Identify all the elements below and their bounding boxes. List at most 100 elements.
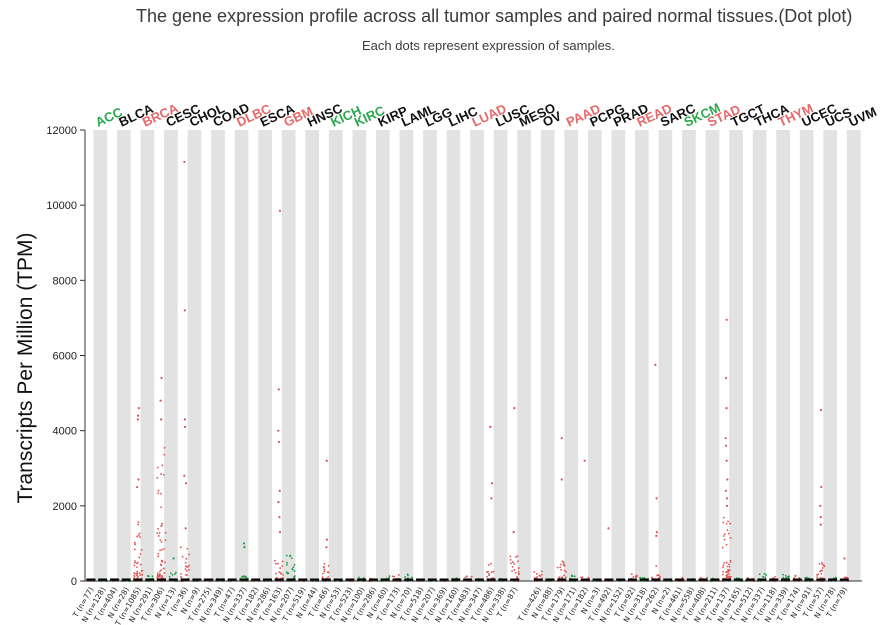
sample-dot [563,569,566,572]
sample-dot [281,577,284,579]
sample-dot [163,572,166,574]
column-band [352,130,367,581]
sample-dot [729,536,732,539]
sample-dot [397,573,400,576]
column-band [517,130,531,581]
sample-dot [488,574,490,577]
sample-dot [728,573,730,576]
sample-dot [728,569,731,572]
sample-dot [722,566,724,569]
outlier-dot [725,318,728,321]
sample-dot [285,554,288,557]
sample-dot [321,572,324,575]
sample-dot [561,560,564,563]
sample-dot [160,525,163,528]
sample-dot [804,576,807,579]
sample-dot [515,556,517,559]
outlier-dot [560,478,563,481]
sample-dot [186,547,189,550]
sample-dot [159,539,162,541]
column-band [635,130,649,581]
outlier-dot [490,497,493,500]
sample-dot [564,576,567,579]
sample-dot [723,538,726,541]
y-tick-label: 4000 [53,426,77,438]
outlier-dot [277,388,280,391]
sample-dot [185,570,188,572]
y-tick-label: 12000 [46,125,77,137]
sample-dot [845,576,847,579]
sample-dot [763,572,766,575]
sample-dot [327,571,330,574]
sample-dot [163,547,165,550]
sample-dot [725,543,728,546]
sample-dot [518,567,520,569]
sample-dot [722,521,725,524]
sample-dot [133,541,136,544]
outlier-dot [583,459,586,462]
column-band [729,130,743,581]
sample-dot [784,574,787,577]
sample-dot [323,562,326,565]
sample-dot [188,568,190,571]
sample-dot [722,535,725,537]
outlier-dot [172,557,175,560]
sample-dot [187,565,189,568]
sample-dot [509,558,512,561]
column-band [658,130,673,581]
cancer-label-layer: ACCBLCABRCACESCCHOLCOADDLBCESCAGBMHNSCKI… [93,100,879,130]
outlier-dot [183,309,186,312]
sample-dot [728,565,731,568]
sample-dot [157,535,160,537]
sample-dot [540,573,543,576]
sample-dot [560,563,562,566]
sample-dot [573,575,576,578]
sample-dot [180,576,182,578]
column-band [281,130,296,581]
sample-dot [292,566,295,569]
sample-dot [327,576,330,578]
sample-dot [133,574,136,577]
outlier-dot [184,482,188,485]
sample-dot [823,565,826,568]
sample-dot [274,572,277,575]
sample-dot [136,562,138,565]
sample-dot [138,572,141,575]
sample-dot [175,571,177,574]
sample-dot [156,532,159,535]
outlier-dot [183,160,186,164]
outlier-dot [725,407,728,410]
sample-dot [517,560,519,563]
sample-dot [151,575,154,578]
outlier-dot [513,407,516,410]
sample-dot [681,576,684,579]
sample-dot [281,560,284,563]
sample-dot [323,570,326,573]
cancer-label: UVM [846,104,879,130]
sample-dot [136,535,139,538]
sample-dot [580,576,582,579]
sample-dot [404,576,407,578]
column-band [258,130,272,581]
column-band [564,130,579,581]
outlier-dot [160,376,163,380]
sample-dot [782,573,784,576]
sample-dot [658,574,660,577]
sample-dot [139,563,142,566]
sample-dot [157,527,159,530]
outlier-dot [655,497,658,500]
sample-dot [141,569,144,572]
sample-dot [139,574,141,577]
sample-dot [722,570,725,573]
sample-dot [821,567,824,569]
sample-dot [164,531,167,534]
sample-dot [285,571,288,574]
outlier-dot [607,527,610,530]
sample-dot [470,575,473,578]
sample-dot [488,572,491,575]
sample-dot [180,572,182,575]
sample-dot [274,559,276,562]
outlier-dot [819,516,822,519]
column-band [776,130,790,581]
